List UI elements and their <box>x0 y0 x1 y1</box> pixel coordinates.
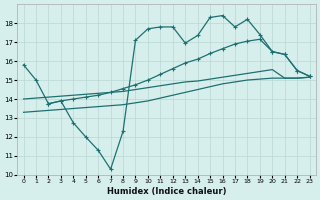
X-axis label: Humidex (Indice chaleur): Humidex (Indice chaleur) <box>107 187 226 196</box>
